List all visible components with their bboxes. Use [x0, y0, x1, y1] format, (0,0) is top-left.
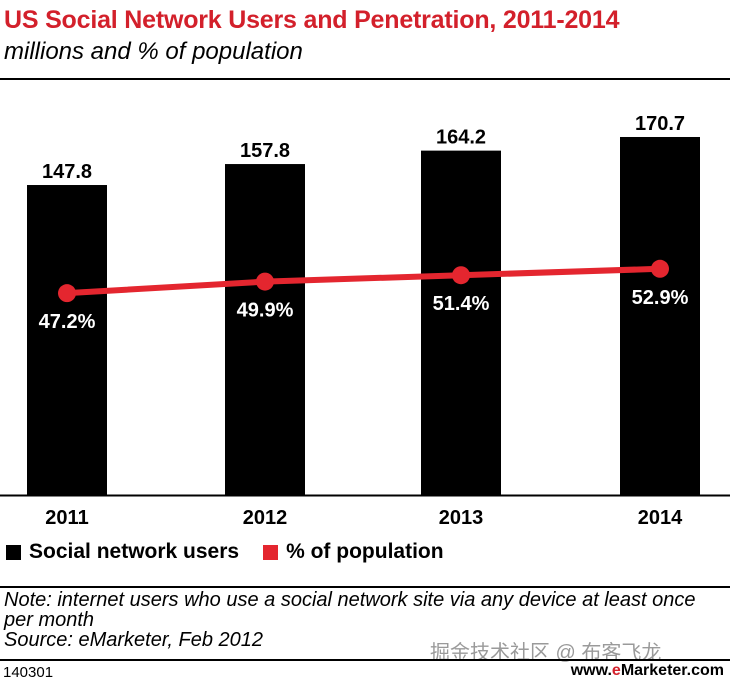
- chart-legend: Social network users % of population: [6, 540, 468, 564]
- bar-value-label: 147.8: [42, 161, 92, 183]
- source-text: Source: eMarketer, Feb 2012: [4, 629, 264, 651]
- bar-value-label: 170.7: [635, 113, 685, 135]
- legend-item-percent-population: % of population: [263, 540, 444, 564]
- bar-value-label: 164.2: [436, 127, 486, 149]
- note-text: Note: internet users who use a social ne…: [4, 589, 696, 631]
- footer-divider: [0, 659, 730, 661]
- line-value-label: 52.9%: [632, 287, 689, 309]
- x-tick-label: 2011: [45, 507, 88, 529]
- legend-item-social-network-users: Social network users: [6, 540, 239, 564]
- chart-note: Note: internet users who use a social ne…: [4, 590, 724, 650]
- bar-2011: [27, 185, 107, 495]
- chart-title: US Social Network Users and Penetration,…: [4, 6, 620, 34]
- line-point-2014: [651, 259, 669, 278]
- bar-value-label: 157.8: [240, 140, 290, 162]
- line-value-label: 51.4%: [433, 293, 490, 315]
- x-tick-label: 2014: [638, 507, 683, 529]
- brand-e: e: [611, 662, 621, 679]
- legend-label: % of population: [286, 540, 444, 563]
- x-tick-label: 2012: [243, 507, 288, 529]
- population-line: [66, 265, 661, 297]
- bar-2013: [421, 150, 501, 495]
- note-divider: [0, 586, 730, 588]
- watermark: 掘金技术社区 @ 布客飞龙: [430, 642, 662, 664]
- line-value-label: 49.9%: [237, 300, 294, 322]
- x-tick-label: 2013: [439, 507, 484, 529]
- chart-subtitle: millions and % of population: [4, 38, 303, 65]
- chart-id: 140301: [3, 664, 54, 681]
- chart-plot: 147.8 2011 157.8 2012 164.2 2013 170.7 2014 47.2…: [0, 113, 730, 529]
- line-point-2011: [58, 284, 76, 303]
- legend-swatch-line: [263, 544, 279, 560]
- line-point-2012: [256, 272, 274, 291]
- bar-2012: [225, 164, 305, 495]
- top-divider: [0, 78, 730, 80]
- brand-rest: Marketer.com: [620, 662, 724, 679]
- line-value-label: 47.2%: [39, 311, 96, 333]
- legend-label: Social network users: [29, 540, 240, 563]
- brand-url: www.eMarketer.com: [571, 662, 724, 680]
- bar-2014: [620, 136, 700, 496]
- brand-prefix: www.: [570, 662, 612, 679]
- line-point-2013: [452, 266, 470, 285]
- legend-swatch-bars: [6, 544, 21, 560]
